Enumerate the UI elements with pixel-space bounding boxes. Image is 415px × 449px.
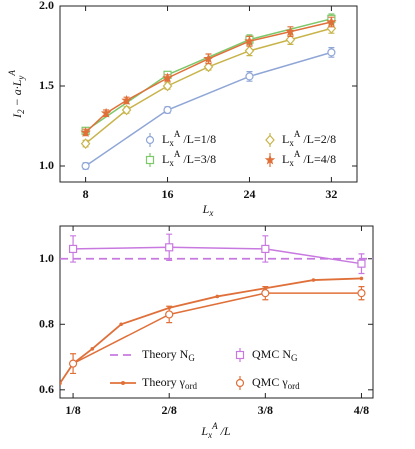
legend-label: QMC NG​ <box>252 347 298 363</box>
series <box>82 16 335 137</box>
marker <box>162 72 173 83</box>
marker <box>165 243 174 252</box>
marker <box>121 104 132 116</box>
point <box>60 381 62 386</box>
x-tick-label: 32 <box>325 187 337 201</box>
legend-label: Lx​A​ /L=3/8 <box>162 149 216 168</box>
marker <box>145 155 155 165</box>
point <box>90 347 95 351</box>
plot-frame <box>59 5 358 183</box>
x-tick-label: 8 <box>83 187 89 201</box>
legend-label: Lx​A​ /L=4/8 <box>282 149 336 168</box>
marker <box>81 161 90 171</box>
legend-label: Lx​A​ /L=1/8 <box>162 129 216 148</box>
marker <box>357 289 366 298</box>
marker <box>203 53 214 64</box>
y-tick-label: 2.0 <box>39 0 54 12</box>
series-line <box>85 21 332 133</box>
marker <box>163 105 172 115</box>
marker <box>285 26 296 37</box>
x-axis-label: Lx​A​ /L <box>200 421 231 440</box>
marker <box>264 154 276 165</box>
legend-label: Lx​A​ /L=2/8 <box>282 129 336 148</box>
point <box>215 294 220 299</box>
y-tick-label: 0.6 <box>39 382 54 396</box>
marker <box>145 135 155 145</box>
x-tick-label: 3/8 <box>258 403 273 417</box>
y-tick-label: 1.0 <box>39 158 54 172</box>
marker <box>285 34 296 46</box>
series-line <box>85 51 332 167</box>
y-axis-label: I2​ − a·Ly​A​ <box>7 70 26 119</box>
marker <box>261 244 270 254</box>
series-line <box>72 292 362 365</box>
point <box>311 278 316 282</box>
y-tick-label: 0.8 <box>39 316 54 330</box>
legend-dot <box>121 381 125 385</box>
marker <box>121 94 132 105</box>
marker <box>244 35 255 46</box>
marker <box>265 134 275 146</box>
marker <box>203 61 214 73</box>
y-tick-label: 1.5 <box>39 78 54 92</box>
legend-label: Theory NG​ <box>142 347 195 363</box>
legend-label: QMC γord​ <box>252 375 300 391</box>
marker <box>68 244 78 254</box>
point <box>119 322 123 327</box>
marker <box>165 310 174 319</box>
marker <box>100 107 112 118</box>
series-line <box>60 277 362 384</box>
x-axis-label: Lx​ <box>202 202 214 218</box>
x-tick-label: 1/8 <box>65 403 80 417</box>
marker <box>244 45 255 57</box>
x-tick-label: 2/8 <box>162 403 177 417</box>
marker <box>235 350 245 360</box>
marker <box>327 48 336 57</box>
x-tick-label: 4/8 <box>354 403 369 417</box>
marker <box>68 359 78 368</box>
series-line <box>85 27 332 145</box>
plot-frame <box>59 225 374 399</box>
series <box>70 233 365 275</box>
marker <box>80 126 91 137</box>
marker <box>261 289 270 298</box>
y-tick-label: 1.0 <box>39 251 54 265</box>
point <box>359 276 364 281</box>
marker <box>245 72 254 81</box>
marker <box>162 80 173 92</box>
series-line <box>73 246 362 265</box>
marker <box>357 259 366 268</box>
x-tick-label: 16 <box>162 187 174 201</box>
legend-label: Theory γord​ <box>142 375 197 391</box>
marker <box>235 378 245 388</box>
x-tick-label: 24 <box>243 187 255 201</box>
marker <box>80 138 91 150</box>
marker <box>326 16 337 27</box>
